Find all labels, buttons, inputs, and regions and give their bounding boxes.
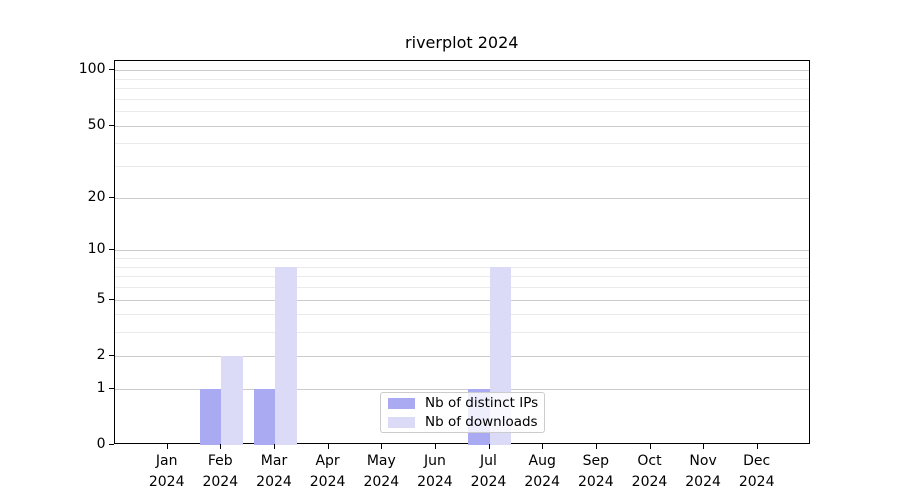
- x-tick-year: 2024: [148, 474, 185, 490]
- x-tick-month: Dec: [743, 453, 771, 469]
- minor-gridline: [114, 143, 809, 145]
- y-tick-mark: [108, 444, 114, 445]
- y-tick-label: 5: [96, 290, 106, 307]
- x-tick-year: 2024: [309, 474, 346, 490]
- x-tick-month: Nov: [689, 453, 717, 469]
- legend-swatch-downloads: [388, 416, 415, 428]
- x-tick-label: Jan 2024: [135, 451, 199, 493]
- x-tick-year: 2024: [256, 474, 292, 490]
- legend: Nb of distinct IPs Nb of downloads: [380, 392, 545, 433]
- x-tick-label: May 2024: [349, 451, 413, 493]
- x-tick-mark: [166, 444, 168, 449]
- y-tick-mark: [108, 354, 114, 356]
- y-tick-mark: [108, 298, 114, 300]
- bar-feb-distinct-ips: [199, 388, 222, 445]
- bar-mar-downloads: [275, 266, 297, 445]
- y-tick-mark: [108, 124, 114, 126]
- major-gridline: [114, 70, 809, 72]
- x-tick-month: Sep: [582, 453, 609, 469]
- x-tick-month: Feb: [207, 453, 233, 469]
- minor-gridline: [114, 314, 809, 316]
- x-tick-label: Sep 2024: [564, 451, 628, 493]
- x-tick-mark: [649, 444, 651, 449]
- x-tick-year: 2024: [470, 474, 507, 490]
- x-tick-year: 2024: [738, 474, 775, 490]
- legend-row-downloads: Nb of downloads: [388, 414, 538, 430]
- x-tick-month: Apr: [315, 453, 340, 469]
- x-tick-mark: [274, 444, 275, 449]
- bar-feb-downloads: [221, 355, 243, 445]
- minor-gridline: [114, 88, 809, 89]
- x-tick-label: Oct 2024: [618, 451, 682, 493]
- y-tick-mark: [108, 249, 114, 251]
- minor-gridline: [114, 78, 809, 80]
- x-tick-mark: [327, 444, 329, 449]
- minor-gridline: [114, 286, 809, 288]
- y-tick-label: 0: [96, 436, 106, 452]
- y-tick-label: 50: [87, 116, 106, 133]
- major-gridline: [114, 197, 809, 199]
- x-tick-mark: [703, 444, 705, 449]
- minor-gridline: [114, 266, 809, 268]
- x-tick-month: Oct: [637, 453, 662, 469]
- major-gridline: [114, 355, 809, 357]
- x-tick-year: 2024: [685, 474, 721, 490]
- x-tick-mark: [595, 444, 597, 449]
- legend-row-distinct-ips: Nb of distinct IPs: [388, 395, 539, 411]
- y-tick-label: 20: [87, 188, 106, 205]
- major-gridline: [114, 250, 809, 252]
- x-tick-label: Feb 2024: [188, 451, 252, 493]
- x-tick-month: Jun: [423, 453, 446, 469]
- plot-area: [113, 60, 810, 445]
- legend-swatch-distinct-ips: [388, 397, 415, 409]
- minor-gridline: [114, 332, 809, 334]
- y-tick-label: 10: [87, 241, 106, 258]
- x-tick-year: 2024: [363, 474, 400, 490]
- x-tick-label: Aug 2024: [510, 451, 574, 493]
- x-tick-year: 2024: [417, 474, 453, 490]
- y-tick-mark: [108, 387, 114, 389]
- x-tick-mark: [220, 444, 222, 449]
- legend-label-downloads: Nb of downloads: [425, 414, 538, 430]
- major-gridline: [114, 388, 809, 390]
- x-tick-year: 2024: [202, 474, 239, 490]
- x-tick-mark: [756, 444, 758, 449]
- minor-gridline: [114, 276, 809, 278]
- minor-gridline: [114, 166, 809, 168]
- x-tick-label: Mar 2024: [242, 451, 306, 493]
- x-tick-month: Jul: [480, 453, 497, 469]
- x-tick-month: Aug: [528, 453, 556, 469]
- x-tick-month: Jan: [155, 453, 178, 469]
- minor-gridline: [114, 98, 809, 100]
- x-tick-mark: [542, 444, 544, 449]
- major-gridline: [114, 125, 809, 127]
- x-tick-mark: [488, 444, 490, 449]
- x-tick-label: Apr 2024: [296, 451, 360, 493]
- x-tick-label: Nov 2024: [671, 451, 735, 493]
- x-tick-label: Jun 2024: [403, 451, 467, 493]
- chart-title: riverplot 2024: [405, 33, 519, 52]
- y-tick-label: 100: [78, 61, 106, 78]
- y-tick-mark: [108, 69, 114, 71]
- x-tick-year: 2024: [577, 474, 614, 490]
- legend-label-distinct-ips: Nb of distinct IPs: [425, 395, 539, 411]
- y-tick-label: 1: [96, 379, 106, 396]
- x-tick-mark: [434, 444, 436, 449]
- bar-mar-distinct-ips: [253, 388, 275, 445]
- x-tick-month: May: [366, 453, 396, 469]
- x-tick-mark: [381, 444, 383, 449]
- x-tick-label: Jul 2024: [457, 451, 521, 493]
- x-tick-month: Mar: [260, 453, 288, 469]
- major-gridline: [114, 299, 809, 301]
- minor-gridline: [114, 111, 809, 113]
- x-tick-year: 2024: [631, 474, 668, 490]
- x-tick-label: Dec 2024: [725, 451, 789, 493]
- x-tick-year: 2024: [524, 474, 560, 490]
- minor-gridline: [114, 258, 809, 259]
- y-tick-mark: [108, 196, 114, 198]
- y-tick-label: 2: [96, 346, 106, 363]
